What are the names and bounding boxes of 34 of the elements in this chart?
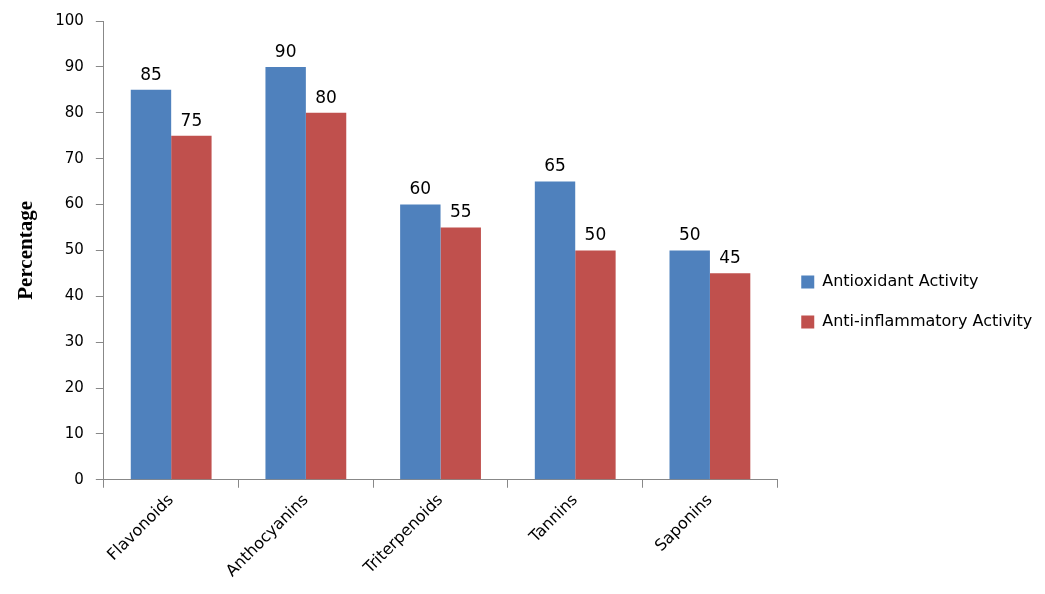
data-label: 80 [315,86,337,107]
data-label: 60 [409,178,432,199]
bar [400,204,441,480]
data-label: 85 [140,63,162,84]
data-label: 50 [584,224,607,245]
data-label: 75 [180,109,203,130]
bar [305,112,347,480]
y-tick-label: 70 [64,148,84,167]
legend-label: Antioxidant Activity [822,271,979,291]
bar [709,273,751,480]
bar [440,227,481,480]
y-tick-label: 0 [74,469,84,488]
bar [130,89,172,480]
data-label: 50 [678,224,701,245]
data-label: 55 [449,201,472,222]
legend-label: Anti-inflammatory Activity [822,311,1033,331]
bar [171,135,212,480]
bar [575,250,616,480]
data-label: 90 [274,40,297,61]
bar [669,250,710,480]
y-tick-label: 60 [64,194,84,213]
data-label: 65 [544,155,566,176]
data-label: 45 [719,247,741,268]
y-tick-label: 10 [64,423,84,442]
y-tick-label: 80 [64,102,84,121]
y-tick-label: 100 [55,10,84,29]
y-tick-label: 40 [64,286,84,305]
y-axis-title: Percentage [13,201,38,300]
y-tick-label: 50 [64,240,84,259]
bar [534,181,576,480]
bar [265,66,306,480]
y-tick-label: 30 [64,332,84,351]
y-tick-label: 20 [64,377,84,396]
y-tick-label: 90 [64,56,84,75]
